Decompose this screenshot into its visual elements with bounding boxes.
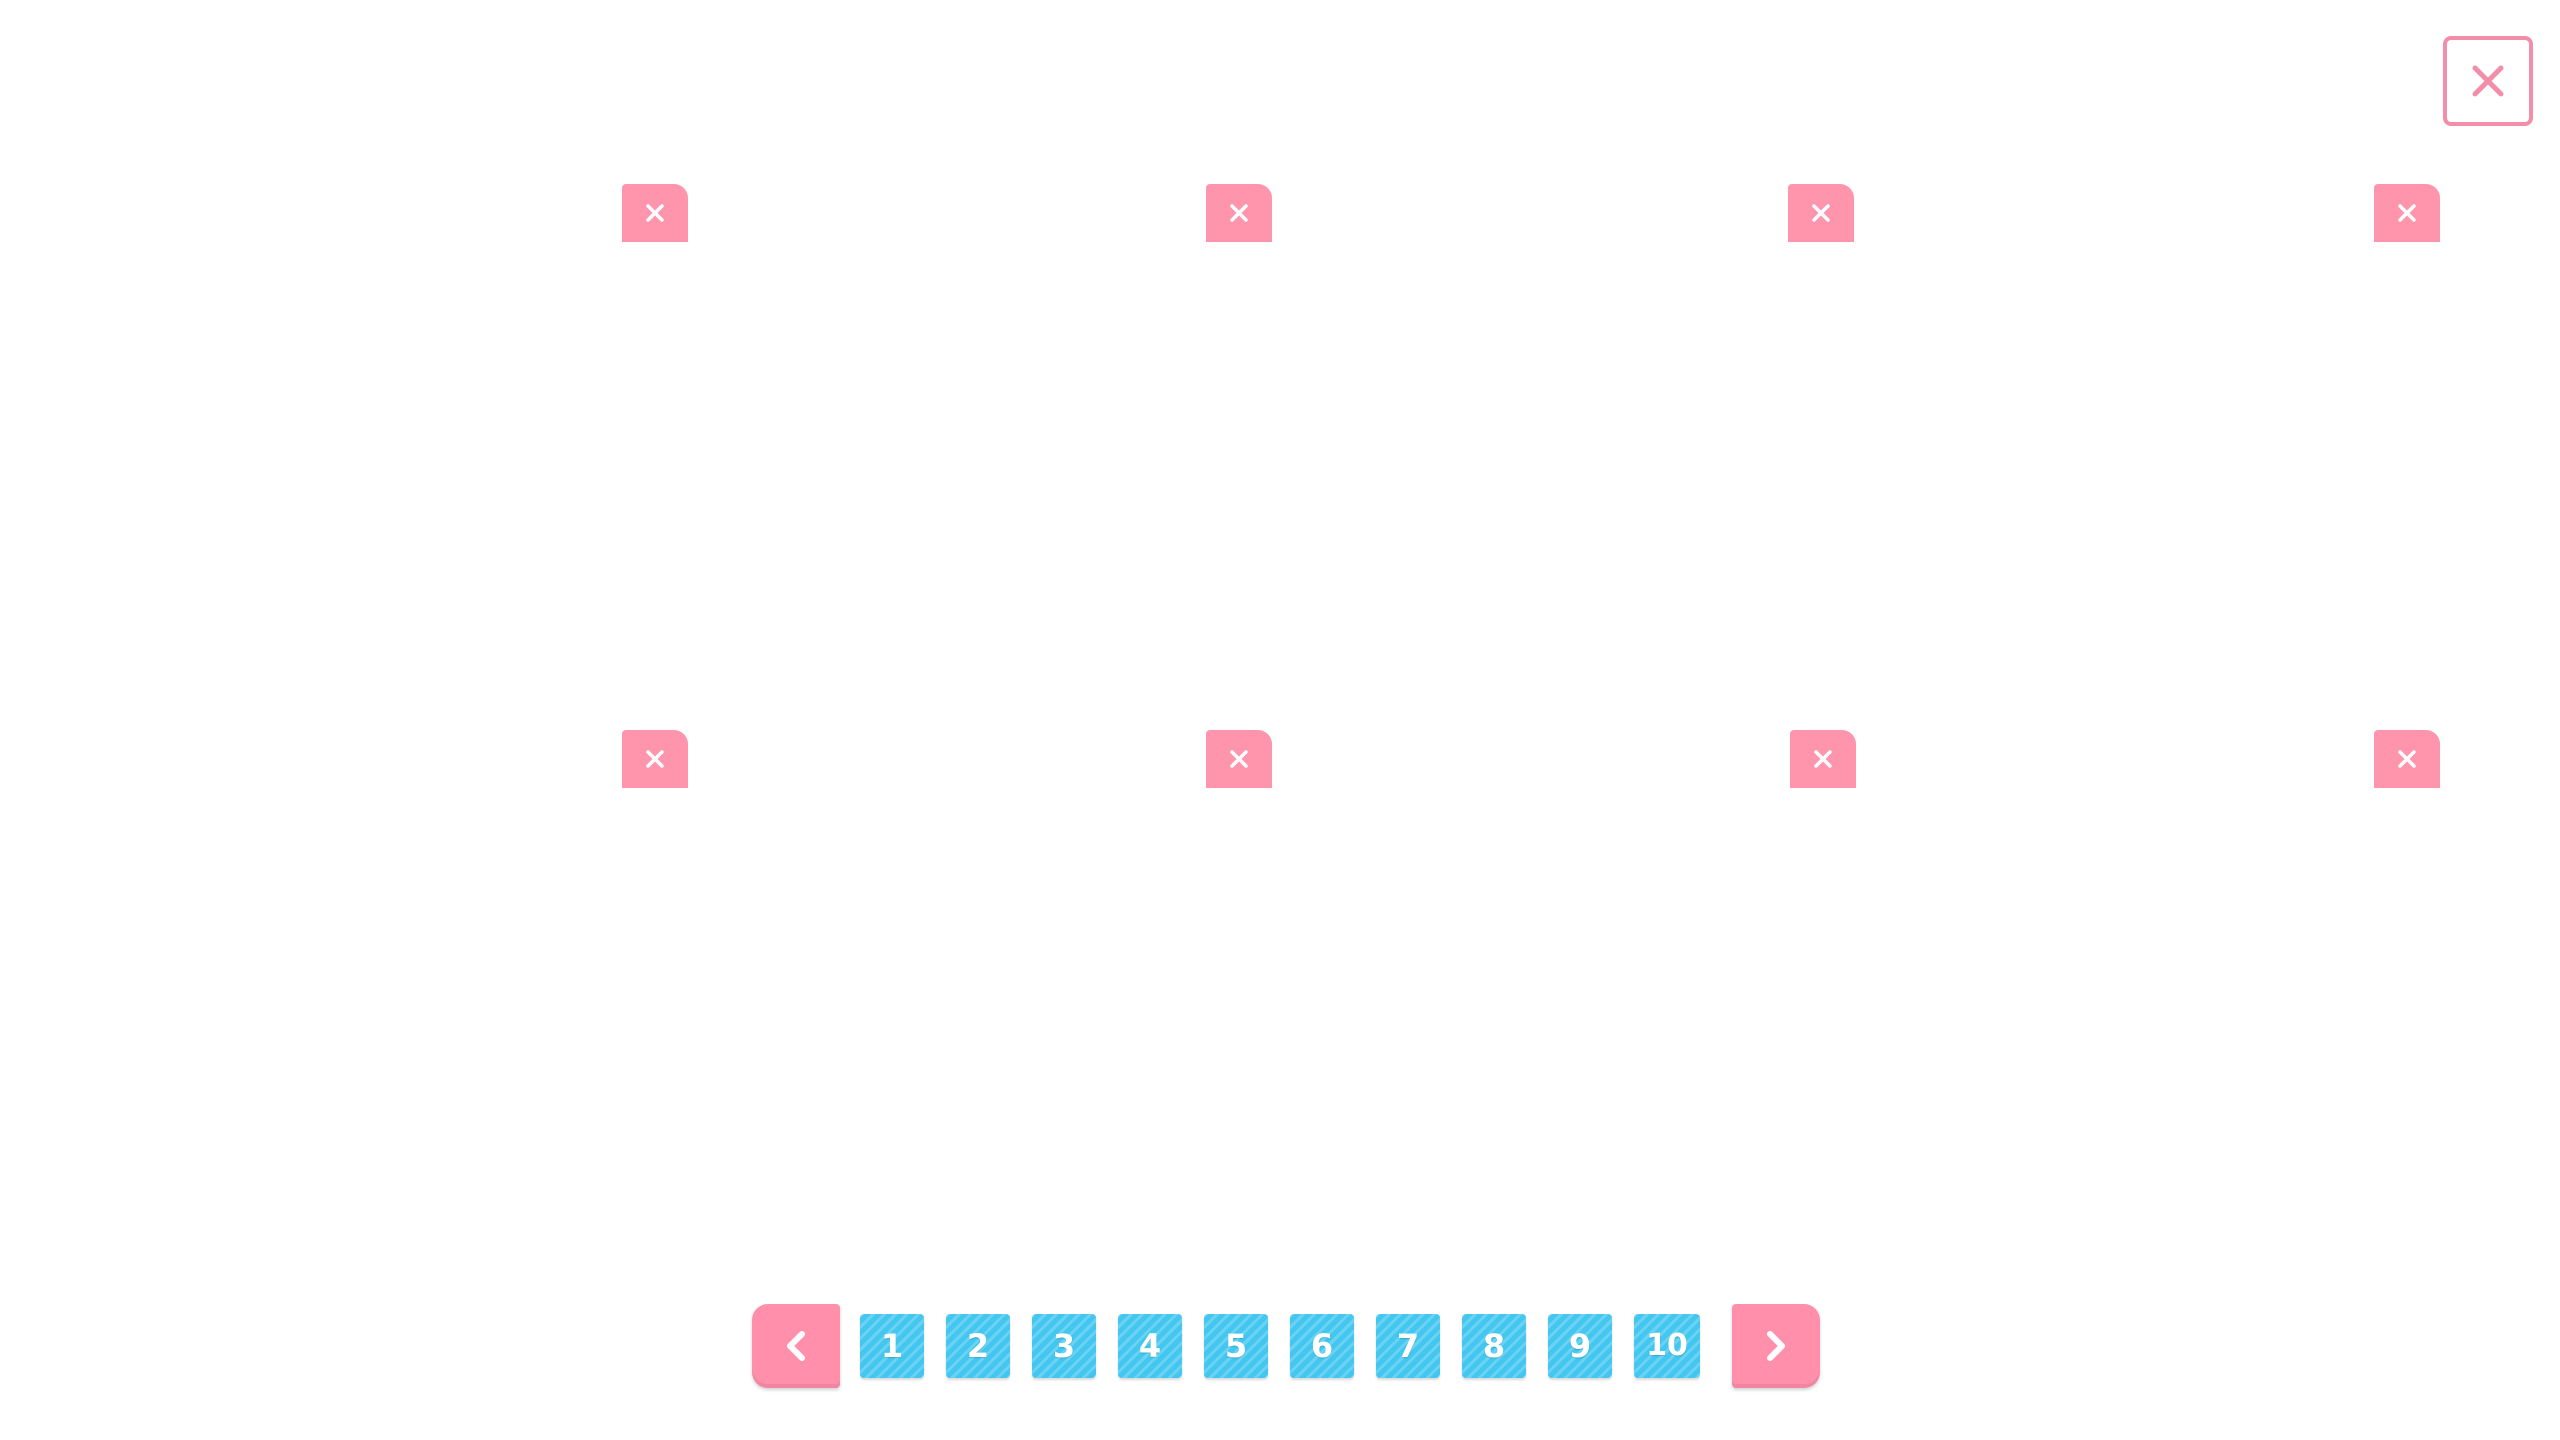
close-icon [2398, 750, 2416, 768]
close-icon [646, 750, 664, 768]
save-slot-1[interactable] [268, 184, 688, 664]
close-icon [1230, 750, 1248, 768]
close-icon [1814, 750, 1832, 768]
slot-delete-button[interactable] [622, 730, 688, 788]
page-button-2[interactable]: 2 [946, 1314, 1010, 1378]
page-button-9[interactable]: 9 [1548, 1314, 1612, 1378]
save-slot-4[interactable] [2020, 184, 2440, 664]
slot-delete-button[interactable] [2374, 730, 2440, 788]
slot-delete-button[interactable] [1206, 730, 1272, 788]
page-button-4[interactable]: 4 [1118, 1314, 1182, 1378]
close-icon [2398, 204, 2416, 222]
save-slot-2[interactable] [852, 184, 1272, 664]
save-slot-3[interactable] [1434, 184, 1854, 664]
pagination: 1 2 3 4 5 6 7 8 9 10 [752, 1304, 1820, 1388]
save-slot-6[interactable] [852, 730, 1272, 1210]
close-button[interactable] [2443, 36, 2533, 126]
chevron-left-icon [787, 1331, 805, 1361]
page-button-3[interactable]: 3 [1032, 1314, 1096, 1378]
close-icon [2472, 65, 2504, 97]
previous-page-button[interactable] [752, 1304, 840, 1388]
save-slot-5[interactable] [268, 730, 688, 1210]
save-slot-8[interactable] [2020, 730, 2440, 1210]
page-button-10[interactable]: 10 [1634, 1314, 1700, 1378]
page-button-8[interactable]: 8 [1462, 1314, 1526, 1378]
next-page-button[interactable] [1732, 1304, 1820, 1388]
close-icon [1812, 204, 1830, 222]
page-button-6[interactable]: 6 [1290, 1314, 1354, 1378]
slot-delete-button[interactable] [2374, 184, 2440, 242]
chevron-right-icon [1767, 1331, 1785, 1361]
save-slot-7[interactable] [1436, 730, 1856, 1210]
slot-delete-button[interactable] [1206, 184, 1272, 242]
close-icon [646, 204, 664, 222]
page-number-list: 1 2 3 4 5 6 7 8 9 10 [860, 1314, 1700, 1378]
page-button-5[interactable]: 5 [1204, 1314, 1268, 1378]
close-icon [1230, 204, 1248, 222]
page-button-7[interactable]: 7 [1376, 1314, 1440, 1378]
slot-delete-button[interactable] [622, 184, 688, 242]
slot-delete-button[interactable] [1788, 184, 1854, 242]
page-button-1[interactable]: 1 [860, 1314, 924, 1378]
slot-delete-button[interactable] [1790, 730, 1856, 788]
